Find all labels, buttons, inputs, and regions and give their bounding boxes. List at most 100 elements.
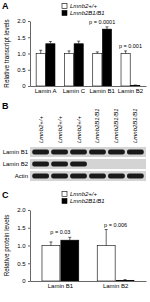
y-tick-label: 1.5 bbox=[17, 35, 26, 41]
x-tick: Lamin B1 bbox=[48, 281, 74, 289]
y-axis-title: Relative transcript levels bbox=[3, 19, 11, 87]
error-cap bbox=[134, 85, 137, 86]
y-tick: 0 bbox=[22, 278, 30, 284]
error-line bbox=[125, 51, 126, 54]
legend: Lmnb2+/+Lmnb2B1/B1 bbox=[62, 191, 105, 204]
error-line bbox=[50, 41, 51, 43]
y-tick: 0.5 bbox=[17, 67, 30, 73]
legend: Lmnb2+/+Lmnb2B1/B1 bbox=[62, 3, 105, 16]
bar bbox=[116, 280, 134, 281]
chart: 0 0.5 1.0 1.5 2.0 Lamin A Lamin CLamin B1Lamin… bbox=[3, 3, 147, 94]
error-cap bbox=[105, 26, 108, 27]
panel-label: C bbox=[2, 190, 9, 200]
plot-area bbox=[36, 27, 140, 86]
y-tick: 0.5 bbox=[17, 261, 30, 267]
band bbox=[108, 150, 125, 155]
band bbox=[32, 162, 49, 167]
error-line bbox=[50, 242, 51, 246]
band bbox=[89, 174, 106, 179]
plot-area bbox=[42, 230, 134, 281]
figure: ABC00.51.01.52.0Lamin ALamin CLamin B1La… bbox=[0, 0, 150, 302]
annotation: p = 0.0001 bbox=[89, 19, 115, 25]
annotation: p = 0.001 bbox=[119, 43, 142, 49]
x-tick-label: Lamin B1 bbox=[89, 88, 115, 94]
y-tick: 1.0 bbox=[17, 243, 30, 249]
band bbox=[108, 162, 125, 167]
band bbox=[89, 150, 106, 155]
error-cap bbox=[39, 50, 42, 51]
legend-swatch bbox=[62, 4, 67, 9]
x-tick: Lamin B2 bbox=[118, 86, 144, 94]
error-line bbox=[125, 279, 126, 281]
lane-label: Lmnb2B1/B1 bbox=[94, 108, 100, 143]
error-bar bbox=[105, 27, 108, 29]
error-bar bbox=[39, 50, 42, 53]
row-label: Lamin B2 bbox=[3, 161, 29, 167]
blot: Lmnb2+/+Lmnb2+/+Lmnb2+/+Lmnb2B1/B1Lmnb2B… bbox=[3, 108, 146, 181]
error-bar bbox=[77, 41, 80, 44]
chart: 00.51.01.52.0Lamin B1Lamin B2Relative pr… bbox=[3, 191, 147, 289]
y-tick-label: 0 bbox=[22, 83, 26, 89]
error-bar bbox=[49, 41, 52, 43]
error-cap bbox=[49, 41, 52, 42]
bar bbox=[42, 246, 60, 282]
band bbox=[32, 174, 49, 179]
error-bar bbox=[49, 242, 52, 246]
x-tick-label: Lamin B1 bbox=[48, 283, 74, 289]
y-tick-mark bbox=[28, 86, 30, 87]
y-tick-label: 1.5 bbox=[17, 225, 26, 231]
x-tick: Lamin B2 bbox=[103, 281, 129, 289]
error-cap bbox=[68, 50, 71, 51]
x-tick-label: Lamin B2 bbox=[118, 88, 144, 94]
y-axis-line bbox=[30, 211, 31, 282]
error-line bbox=[135, 85, 136, 86]
error-cap bbox=[49, 241, 52, 242]
x-tick-label: Lamin B2 bbox=[103, 283, 129, 289]
y-tick-mark bbox=[28, 228, 30, 229]
x-axis: Lamin A Lamin CLamin B1Lamin B2 bbox=[31, 86, 147, 94]
error-bar bbox=[96, 52, 99, 54]
y-axis-line bbox=[30, 22, 31, 87]
bar bbox=[64, 54, 73, 87]
lane-label: Lmnb2B1/B1 bbox=[132, 108, 138, 143]
bar bbox=[61, 240, 79, 281]
y-tick-mark bbox=[28, 281, 30, 282]
row-label: Lamin B1 bbox=[3, 149, 29, 155]
panel-label: B bbox=[2, 101, 9, 111]
error-bar bbox=[68, 51, 71, 54]
bar bbox=[131, 85, 140, 86]
error-bar bbox=[68, 237, 71, 240]
legend-label: Lmnb2B1/B1 bbox=[70, 10, 105, 16]
band bbox=[70, 150, 87, 155]
error-bar bbox=[134, 85, 137, 86]
error-line bbox=[106, 230, 107, 246]
y-tick: 2.0 bbox=[17, 18, 30, 24]
bar bbox=[36, 54, 45, 87]
bar bbox=[121, 54, 130, 87]
error-cap bbox=[68, 237, 71, 238]
lane-label: Lmnb2+/+ bbox=[38, 115, 44, 143]
x-tick-label: Lamin A bbox=[35, 88, 57, 94]
annotation: p = 0.03 bbox=[50, 229, 70, 235]
panel-label: A bbox=[2, 1, 9, 11]
y-axis: 00.51.01.52.0 bbox=[17, 207, 30, 284]
error-cap bbox=[96, 51, 99, 52]
band bbox=[108, 174, 125, 179]
y-tick: 0 bbox=[22, 83, 30, 89]
blot-strip bbox=[30, 171, 146, 181]
x-tick: Lamin C bbox=[63, 86, 86, 94]
band bbox=[70, 162, 87, 167]
error-cap bbox=[77, 41, 80, 42]
y-axis: 0 0.5 1.0 1.5 2.0 bbox=[17, 18, 30, 89]
y-tick-mark bbox=[28, 21, 30, 22]
band bbox=[127, 150, 144, 155]
blot-strip bbox=[30, 159, 146, 169]
band bbox=[51, 174, 68, 179]
y-tick: 1.0 bbox=[17, 51, 30, 57]
error-cap bbox=[105, 229, 108, 230]
y-tick-mark bbox=[28, 37, 30, 38]
legend-swatch bbox=[62, 199, 67, 204]
error-bar bbox=[124, 279, 127, 281]
y-tick-label: 1.0 bbox=[17, 51, 26, 57]
y-tick: 1.5 bbox=[17, 225, 30, 231]
